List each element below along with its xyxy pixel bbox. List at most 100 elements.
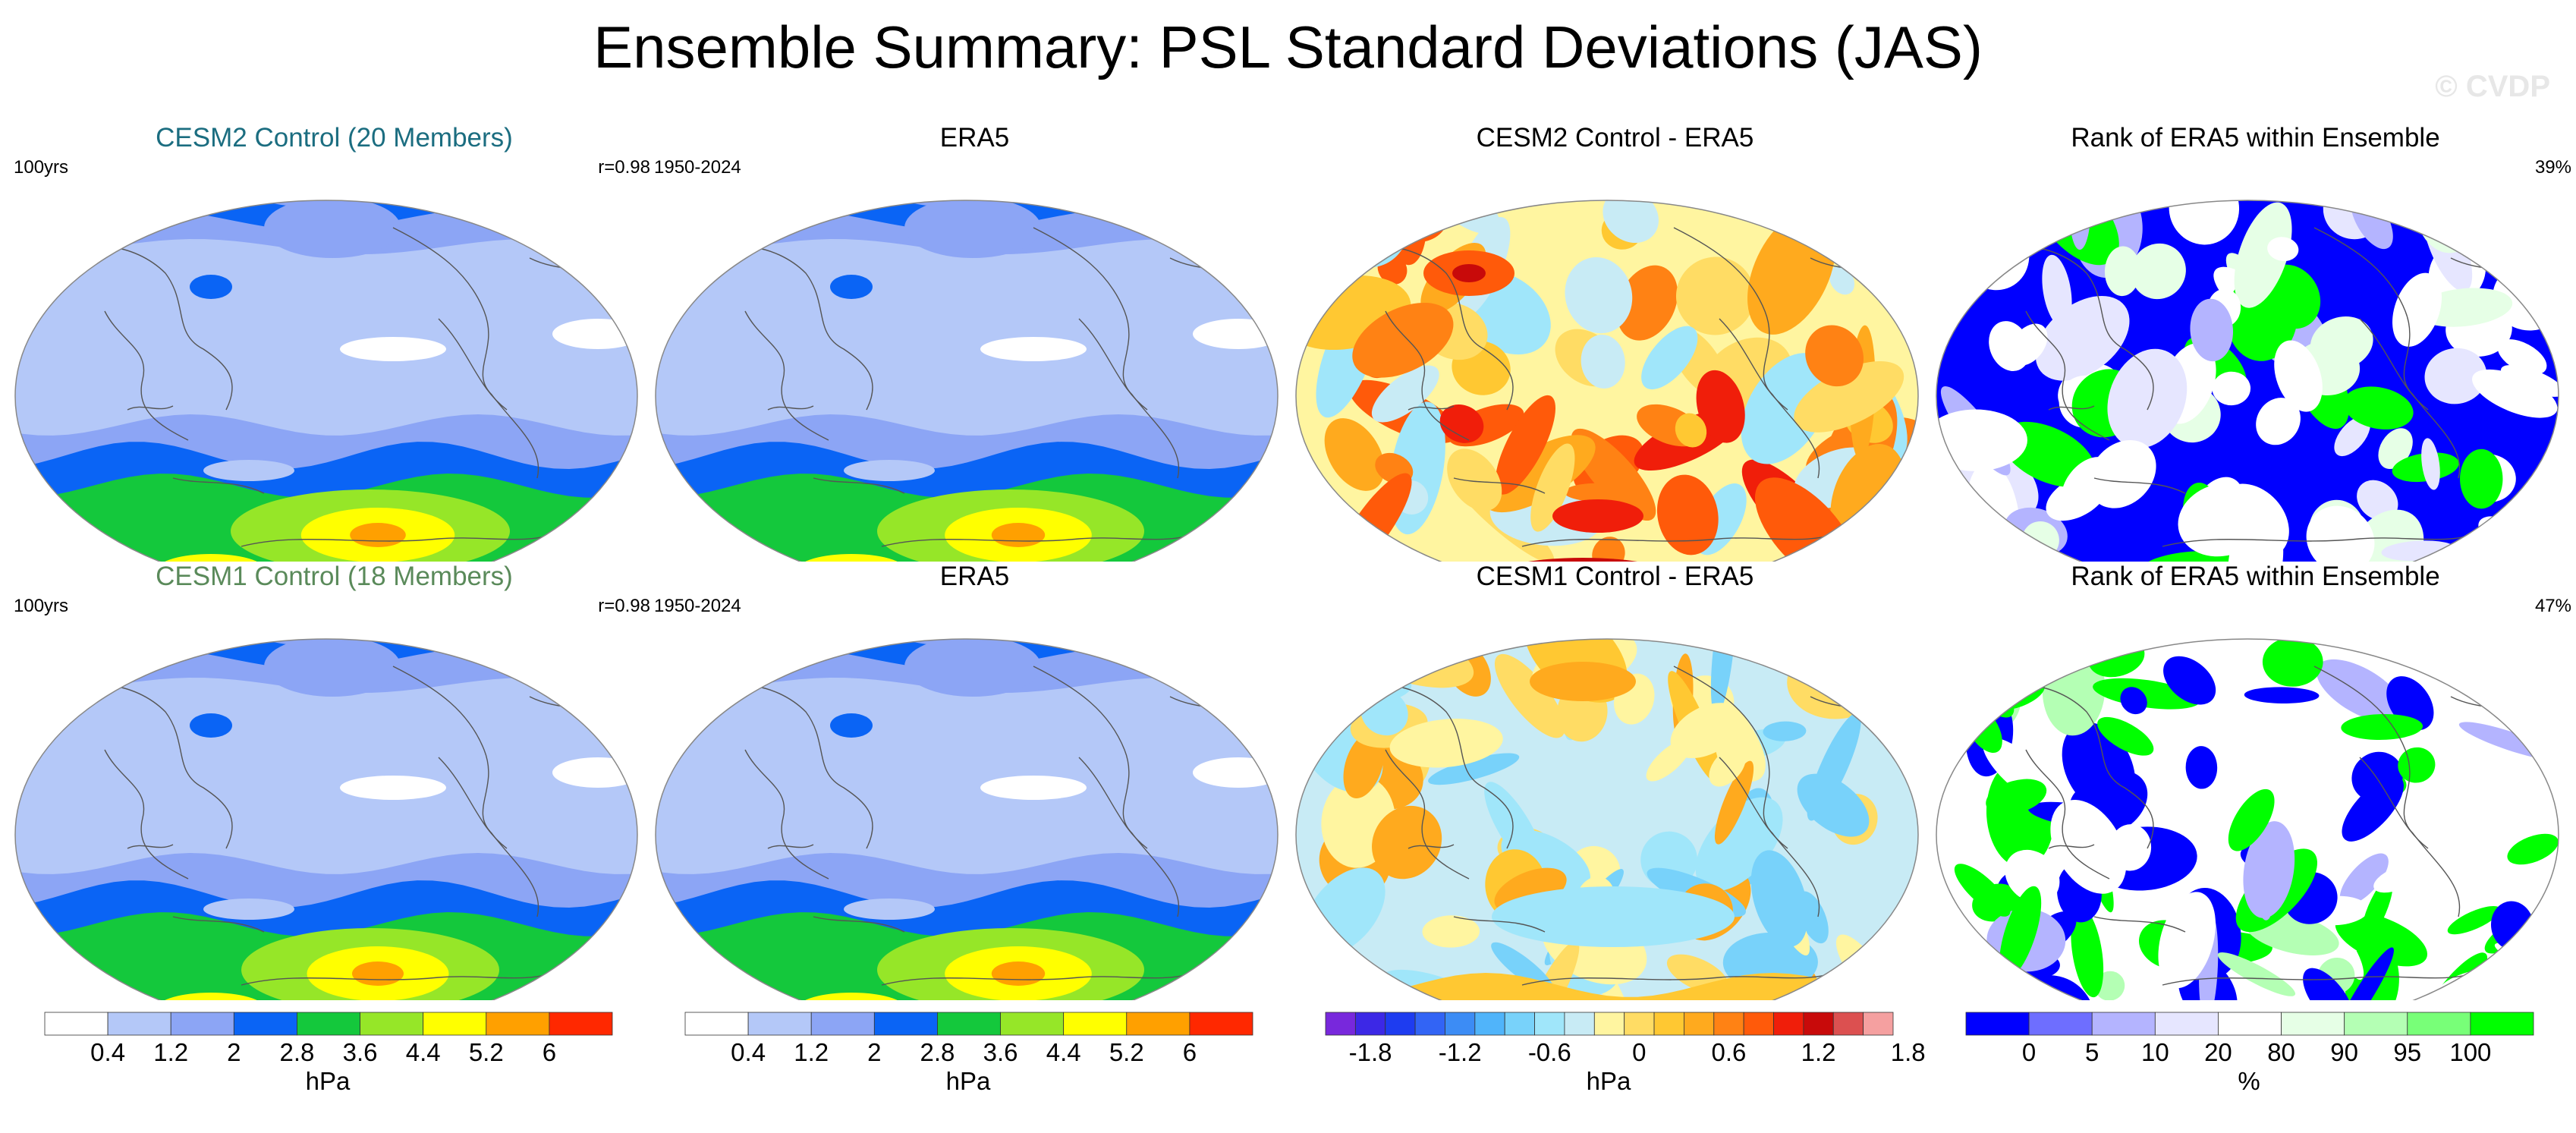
map-panel-r1-c1: CESM2 Control (20 Members) 100yrs r=0.98 [14,121,655,562]
colorbar-tick-label: 3.6 [983,1038,1018,1066]
std-map [655,200,1279,562]
colorbar-swatch [44,1012,109,1036]
panel-title: Rank of ERA5 within Ensemble [2071,562,2440,591]
panel-title: ERA5 [939,123,1010,153]
colorbar-swatch [2218,1012,2282,1036]
map-panel-r1-c2: ERA5 1950-2024 [654,121,1295,562]
colorbar-swatch [170,1012,234,1036]
panel-title: ERA5 [939,562,1010,591]
colorbar-swatch [2091,1012,2156,1036]
map-panel-r2-c2: ERA5 1950-2024 [654,560,1295,1000]
colorbar-swatch [360,1012,424,1036]
colorbar-tick-label: 4.4 [1046,1038,1081,1066]
colorbar-swatch [810,1012,875,1036]
colorbar-2: 0.4 1.2 2 2.8 3.6 4.4 5.2 6 hPa [684,1012,1261,1133]
colorbar-tick-label: 2.8 [920,1038,955,1066]
colorbar-swatch [1474,1012,1505,1036]
colorbar-tick-label: -0.6 [1527,1038,1571,1066]
colorbar-swatch [1414,1012,1445,1036]
colorbar-swatch [1684,1012,1715,1036]
panel-period-label: 1950-2024 [654,157,741,178]
colorbar-unit-label: % [2238,1067,2260,1095]
colorbar-tick-label: 1.8 [1890,1038,1926,1066]
colorbar-tick-label: 80 [2267,1038,2295,1066]
colorbar-unit-label: hPa [945,1067,991,1095]
colorbar-swatch [1564,1012,1595,1036]
colorbar-tick-label: 4.4 [405,1038,441,1066]
colorbar-tick-label: 0.4 [90,1038,126,1066]
colorbar-swatch [423,1012,487,1036]
std-map [14,638,638,1000]
colorbar-tick-label: 0 [1632,1038,1647,1066]
colorbar-tick-label: 5 [2085,1038,2099,1066]
colorbar-swatch [2154,1012,2219,1036]
colorbar-tick-label: 6 [1182,1038,1197,1066]
colorbar-tick-label: 20 [2204,1038,2232,1066]
colorbar-unit-label: hPa [305,1067,351,1095]
colorbar-tick-label: 2 [867,1038,882,1066]
colorbar-swatch [1534,1012,1565,1036]
colorbar-swatch [1653,1012,1684,1036]
colorbar-swatch [1803,1012,1834,1036]
panel-title: Rank of ERA5 within Ensemble [2071,123,2440,153]
panel-title: CESM2 Control (20 Members) [156,123,513,153]
watermark: © CVDP [2435,70,2550,103]
colorbar-swatch [2344,1012,2408,1036]
map-panel-r2-c3: CESM1 Control - ERA5 [1294,560,1936,1000]
map-panel-r2-c4: Rank of ERA5 within Ensemble 47% [1935,560,2576,1000]
colorbar-1: 0.4 1.2 2 2.8 3.6 4.4 5.2 6 hPa [44,1012,621,1133]
panel-stat-label: r=0.98 [598,157,650,178]
map-panel-r1-c4: Rank of ERA5 within Ensemble 39% [1935,121,2576,562]
colorbar-swatch [233,1012,297,1036]
panel-period-label: 1950-2024 [654,596,741,616]
colorbar-tick-label: 100 [2449,1038,2492,1066]
colorbar-swatch [2028,1012,2093,1036]
colorbar-swatch [873,1012,938,1036]
colorbar-tick-label: 1.2 [794,1038,829,1066]
std-map [14,200,638,562]
colorbar-swatch [1000,1012,1065,1036]
colorbar-3: -1.8 -1.2 -0.6 0 0.6 1.2 1.8 hPa [1325,1012,1926,1133]
panel-period-label: 100yrs [14,157,69,178]
colorbar-tick-label: 1.2 [1801,1038,1836,1066]
colorbar-swatch [1863,1012,1894,1036]
colorbar-swatch [1189,1012,1253,1036]
colorbar-swatch [107,1012,171,1036]
diff-map [1295,200,1919,562]
colorbar-swatch [1385,1012,1416,1036]
colorbar-swatch [1126,1012,1190,1036]
panel-period-label: 100yrs [14,596,69,616]
colorbar-tick-label: 10 [2140,1038,2169,1066]
colorbar-swatch [1624,1012,1655,1036]
colorbar-swatch [1325,1012,1356,1036]
colorbar-swatch [297,1012,360,1036]
colorbar-swatch [747,1012,812,1036]
colorbar-swatch [1773,1012,1804,1036]
panel-stat-label: 47% [2534,596,2571,616]
colorbar-tick-label: 5.2 [468,1038,504,1066]
colorbar-swatch [1713,1012,1744,1036]
panel-title: CESM1 Control (18 Members) [156,562,513,591]
map-panel-r2-c1: CESM1 Control (18 Members) 100yrs r=0.98 [14,560,655,1000]
colorbar-swatch [1965,1012,2030,1036]
colorbar-swatch [684,1012,749,1036]
panel-stat-label: r=0.98 [598,596,650,616]
map-panel-r1-c3: CESM2 Control - ERA5 [1294,121,1936,562]
colorbar-tick-label: 2.8 [279,1038,315,1066]
diff-map [1295,638,1919,1000]
colorbar-tick-label: 0 [2021,1038,2037,1066]
colorbar-tick-label: 3.6 [342,1038,378,1066]
colorbar-tick-label: 5.2 [1109,1038,1144,1066]
colorbar-tick-label: 2 [227,1038,241,1066]
rank-map [1936,638,2559,1000]
colorbar-tick-label: -1.8 [1348,1038,1392,1066]
colorbar-swatch [1743,1012,1774,1036]
colorbar-swatch [1063,1012,1128,1036]
std-map [655,638,1279,1000]
colorbar-swatch [486,1012,550,1036]
colorbar-swatch [937,1012,1001,1036]
colorbar-unit-label: hPa [1586,1067,1631,1095]
colorbar-swatch [1354,1012,1386,1036]
colorbar-swatch [2470,1012,2534,1036]
colorbar-tick-label: 0.4 [731,1038,766,1066]
